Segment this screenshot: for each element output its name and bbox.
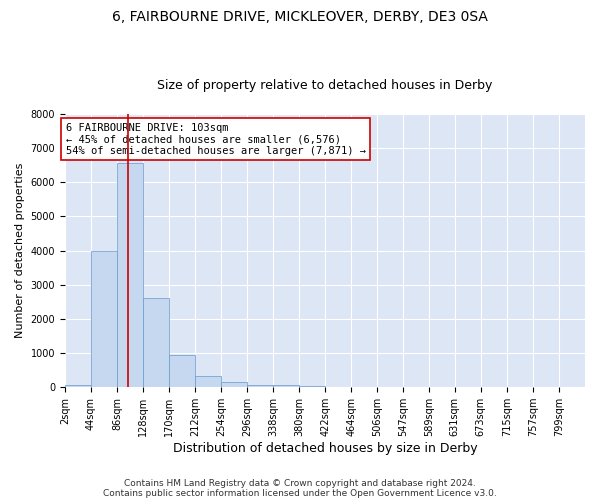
Text: 6, FAIRBOURNE DRIVE, MICKLEOVER, DERBY, DE3 0SA: 6, FAIRBOURNE DRIVE, MICKLEOVER, DERBY, …	[112, 10, 488, 24]
Bar	[247, 384, 273, 387]
Text: Contains public sector information licensed under the Open Government Licence v3: Contains public sector information licen…	[103, 488, 497, 498]
Bar	[143, 298, 169, 387]
Bar	[91, 250, 117, 387]
Text: 6 FAIRBOURNE DRIVE: 103sqm
← 45% of detached houses are smaller (6,576)
54% of s: 6 FAIRBOURNE DRIVE: 103sqm ← 45% of deta…	[65, 122, 365, 156]
Bar	[65, 384, 91, 387]
Bar	[221, 382, 247, 387]
Bar	[117, 162, 143, 387]
Bar	[299, 386, 325, 387]
Bar	[195, 376, 221, 387]
Y-axis label: Number of detached properties: Number of detached properties	[15, 163, 25, 338]
Bar	[169, 355, 195, 387]
Title: Size of property relative to detached houses in Derby: Size of property relative to detached ho…	[157, 79, 493, 92]
X-axis label: Distribution of detached houses by size in Derby: Distribution of detached houses by size …	[173, 442, 477, 455]
Bar	[273, 384, 299, 387]
Text: Contains HM Land Registry data © Crown copyright and database right 2024.: Contains HM Land Registry data © Crown c…	[124, 478, 476, 488]
